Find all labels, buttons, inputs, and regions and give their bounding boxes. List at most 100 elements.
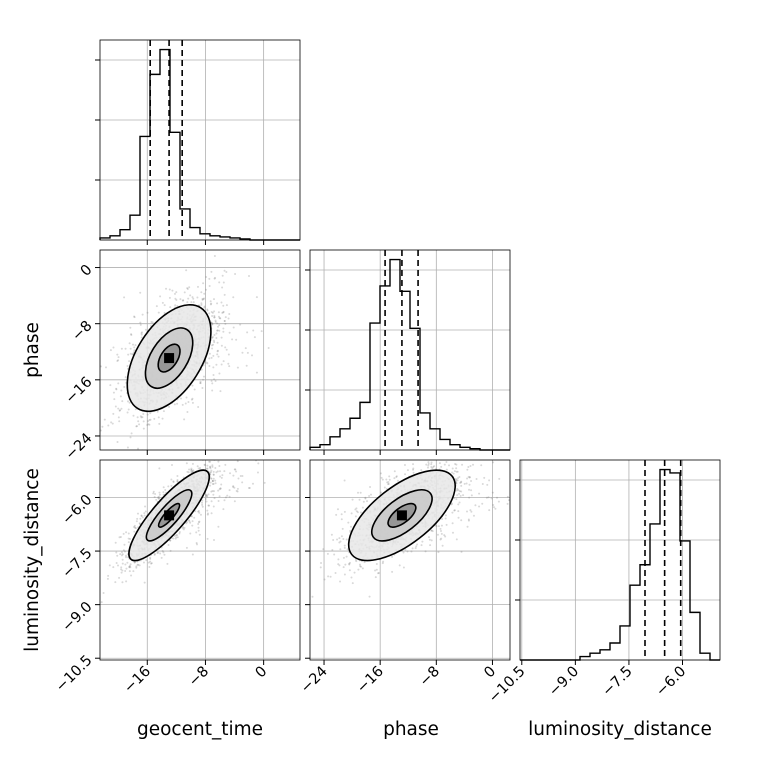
sample-point [327,575,330,578]
sample-point [195,531,198,534]
sample-point [338,564,341,567]
sample-point [451,467,454,470]
sample-point [232,474,235,477]
sample-point [196,285,199,288]
sample-point [114,405,117,408]
sample-point [425,463,428,466]
sample-point [338,537,341,540]
sample-point [481,482,484,485]
sample-point [169,306,172,309]
sample-point [205,500,208,503]
sample-point [158,493,161,496]
sample-point [188,286,191,289]
sample-point [109,384,112,387]
sample-point [228,455,230,457]
sample-point [427,536,430,539]
sample-point [152,492,155,495]
sample-point [139,323,142,326]
sample-point [246,351,249,354]
sample-point [255,296,258,299]
sample-point [174,297,177,300]
sample-point [217,489,220,492]
sample-point [212,473,215,476]
sample-point [387,481,390,484]
sample-point [379,472,382,475]
sample-point [451,471,454,474]
sample-point [437,551,440,554]
sample-point [444,514,447,517]
sample-point [129,436,132,439]
sample-point [369,493,372,496]
sample-point [190,470,193,473]
sample-point [432,465,435,468]
sample-point [343,544,346,547]
sample-point [458,492,461,495]
sample-point [130,432,133,435]
sample-point [358,498,361,501]
sample-point [435,525,438,528]
sample-point [135,425,138,428]
sample-point [420,469,423,472]
sample-point [141,516,144,519]
sample-point [184,402,187,405]
sample-point [391,570,394,573]
sample-point [119,395,122,398]
sample-point [228,453,230,455]
sample-point [200,291,203,294]
sample-point [183,291,186,294]
sample-point [203,292,206,295]
sample-point [221,311,224,314]
x-axis-label-luminosity-distance: luminosity_distance [528,719,712,740]
sample-point [433,455,435,457]
sample-point [342,566,345,569]
sample-point [451,522,454,525]
sample-point [483,476,486,479]
sample-point [215,332,218,335]
sample-point [147,561,150,564]
sample-point [452,472,455,475]
sample-point [236,487,239,490]
sample-point [154,493,157,496]
panel-background [100,40,300,240]
sample-point [340,518,343,521]
sample-point [465,482,468,485]
sample-point [380,476,383,479]
sample-point [222,455,224,457]
sample-point [355,507,358,510]
sample-point [211,465,214,468]
sample-point [204,498,207,501]
sample-point [151,321,154,324]
sample-point [468,488,471,491]
sample-point [217,460,220,463]
sample-point [129,538,132,541]
sample-point [206,512,209,515]
sample-point [210,512,213,515]
density-peak [164,510,175,521]
sample-point [189,521,192,524]
sample-point [441,517,444,520]
sample-point [124,570,127,573]
sample-point [252,329,255,332]
sample-point [129,566,132,569]
x-tick-label: −9.0 [546,664,582,700]
sample-point [492,504,495,507]
sample-point [134,561,137,564]
sample-point [218,488,221,491]
sample-point [330,533,333,536]
y-tick-label: −10.5 [53,653,96,696]
sample-point [381,562,384,565]
sample-point [337,558,340,561]
sample-point [120,389,123,392]
sample-point [211,322,214,325]
sample-point [197,526,200,529]
sample-point [472,463,475,466]
sample-point [129,563,132,566]
sample-point [148,565,151,568]
sample-point [226,494,229,497]
sample-point [402,551,405,554]
sample-point [220,455,222,457]
y-tick-label: −9.0 [59,599,95,635]
sample-point [251,482,254,485]
sample-point [211,480,214,483]
sample-point [191,520,194,523]
